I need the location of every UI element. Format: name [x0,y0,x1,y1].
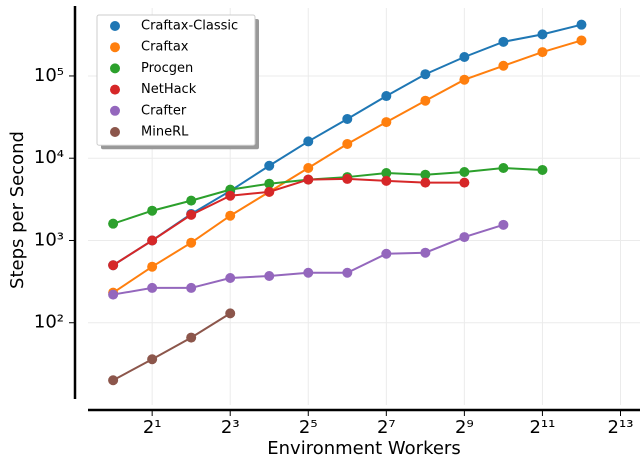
data-point [498,60,509,71]
x-tick-label: 2⁷ [377,417,396,438]
legend-marker [110,84,120,95]
data-point [498,163,509,174]
data-point [186,332,197,343]
data-point [186,209,197,220]
data-point [108,375,119,386]
legend-label: NetHack [141,82,197,97]
data-point [576,19,587,30]
data-point [147,354,158,365]
data-point [303,163,314,174]
legend-label: Procgen [141,61,193,76]
y-tick-label: 10⁵ [34,65,64,86]
data-point [225,272,236,283]
data-point [420,169,431,180]
legend-label: Crafter [141,103,187,118]
data-point [420,177,431,188]
data-point [381,117,392,128]
data-point [186,237,197,248]
data-point [303,136,314,147]
data-point [381,175,392,186]
x-tick-label: 2³ [221,417,240,438]
data-point [381,248,392,259]
series-line [112,312,231,382]
data-point [264,186,275,197]
data-point [108,260,119,271]
data-point [225,190,236,201]
legend: Craftax-Classic Craftax Procgen NetHack Craf… [96,14,259,150]
data-point [459,51,470,62]
data-point [264,160,275,171]
x-tick-label: 2⁵ [299,417,318,438]
data-point [381,91,392,102]
y-tick-label: 10³ [34,229,64,250]
data-point [459,232,470,243]
series-line [112,177,465,267]
data-point [342,173,353,184]
data-point [303,267,314,278]
data-point [264,270,275,281]
data-point [420,247,431,258]
data-point [147,282,158,293]
data-point [420,69,431,80]
data-point [381,168,392,179]
legend-label: Craftax [141,40,189,55]
legend-marker [110,127,120,137]
data-point [303,174,314,185]
legend-label: MineRL [141,125,189,140]
data-point [576,35,587,46]
legend-box [96,14,256,146]
data-point [147,235,158,246]
data-point [459,166,470,177]
x-axis-label: Environment Workers [267,438,460,458]
x-tick-label: 2⁹ [455,417,474,438]
data-point [108,289,119,300]
x-tick-label: 2¹ [143,417,162,438]
data-point [498,36,509,47]
series-line [112,167,543,225]
legend-marker [110,21,120,31]
legend-marker [110,42,120,53]
y-tick-label: 10⁴ [34,147,64,168]
data-point [342,138,353,149]
data-point [498,219,509,230]
data-point [147,205,158,216]
data-point [108,218,119,229]
data-point [537,164,548,175]
y-tick-label: 10² [34,312,64,333]
legend-label: Craftax-Classic [141,19,238,34]
x-tick-label: 2¹¹ [529,417,555,438]
data-point [225,308,236,319]
y-axis-label: Steps per Second [7,131,28,289]
data-point [537,47,548,58]
data-point [186,195,197,206]
data-point [537,29,548,40]
legend-marker [110,63,120,74]
data-point [225,210,236,221]
data-point [459,74,470,85]
data-point [186,282,197,293]
legend-marker [110,105,120,116]
x-tick-label: 2¹³ [608,417,634,438]
data-point [147,261,158,272]
data-point [342,113,353,124]
data-point [459,177,470,188]
data-point [342,267,353,278]
data-point [420,95,431,106]
data-point [264,178,275,189]
